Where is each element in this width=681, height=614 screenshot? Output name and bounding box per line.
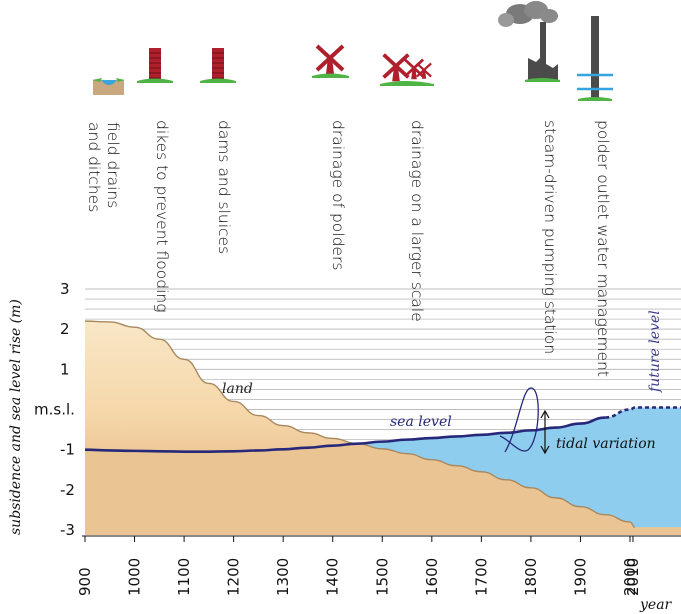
annotation-tidal-variation: tidal variation <box>556 436 656 452</box>
milestone-label: steam-driven pumping station <box>541 120 559 354</box>
y-tick-label: 3 <box>60 280 70 298</box>
x-tick-label: 900 <box>76 567 94 596</box>
ditch-soil <box>93 80 124 95</box>
outlet-tower <box>591 16 599 100</box>
tidal-wave-loop <box>499 387 539 453</box>
smoke-cloud <box>498 13 514 27</box>
tidal-arrow-up-icon <box>540 409 550 419</box>
x-axis-title: year <box>639 597 673 613</box>
dike-grass <box>200 78 236 83</box>
dam-icon <box>200 48 236 83</box>
x-tick-label: 1600 <box>423 558 441 596</box>
x-tick-label: 1000 <box>126 558 144 596</box>
x-tick-label: 1400 <box>324 558 342 596</box>
dike-icon <box>137 48 173 83</box>
windmill-grass <box>380 81 434 86</box>
tidal-arrow-down-icon <box>540 445 550 455</box>
milestone-labels: field drainsand ditches dikes to prevent … <box>85 120 612 377</box>
milestone-label: drainage of polders <box>329 120 347 270</box>
y-tick-label: -2 <box>60 481 75 499</box>
y-tick-label: 1 <box>60 360 70 378</box>
plot-area <box>84 320 681 535</box>
ditch-icon <box>92 78 125 95</box>
x-tick-label: 1200 <box>225 558 243 596</box>
windmill-sail <box>382 53 410 79</box>
milestone-label: dams and sluices <box>215 120 233 254</box>
chimney <box>540 22 546 80</box>
tidal-variation-marker <box>499 387 550 455</box>
windmill-icon <box>312 44 349 78</box>
y-tick-label: -3 <box>60 521 75 539</box>
x-axis: 900 1000 1100 1200 1300 1400 1500 1600 1700 1800 1… <box>76 535 681 596</box>
milestone-label: polder outlet water management <box>594 120 612 377</box>
x-tick-label: 1500 <box>373 558 391 596</box>
future-level-line <box>605 406 681 419</box>
land-line <box>84 320 636 528</box>
windmill-sail <box>416 62 432 78</box>
milestone-label: drainage on a larger scale <box>408 120 426 322</box>
outlet-grass <box>578 97 612 101</box>
dike-grass <box>137 78 173 83</box>
dike-body <box>149 48 161 80</box>
annotation-land: land <box>222 381 253 397</box>
milestone-icons <box>92 1 613 101</box>
y-tick-label: 2 <box>60 320 70 338</box>
ditch-water <box>101 80 117 85</box>
outlet-icon <box>577 16 613 101</box>
x-tick-label: 1100 <box>175 558 193 596</box>
x-tick-label: 1300 <box>274 558 292 596</box>
x-tick-label: 1700 <box>472 558 490 596</box>
y-axis: 3 2 1 m.s.l. -1 -2 -3 <box>34 280 75 539</box>
windmill-grass <box>312 73 349 78</box>
x-tick-label: 1900 <box>571 558 589 596</box>
ditch-grass <box>92 78 125 82</box>
windmill-sail <box>315 44 345 72</box>
milestone-label: dikes to prevent flooding <box>153 120 171 313</box>
sea-level-line <box>84 416 606 453</box>
milestone-label: field drainsand ditches <box>85 122 122 212</box>
annotation-sea-level: sea level <box>390 414 452 430</box>
annotation-future-level: future level <box>647 310 663 393</box>
factory-grass <box>525 78 560 82</box>
windmill-sail <box>403 58 425 78</box>
windmills-icon <box>380 53 434 86</box>
y-tick-label: m.s.l. <box>34 401 75 419</box>
dike-body <box>212 48 224 80</box>
x-tick-label: 2010 <box>624 558 642 596</box>
land-below-sea <box>85 407 681 535</box>
steam-pump-icon <box>498 1 560 82</box>
y-tick-label: -1 <box>60 441 75 459</box>
y-axis-title: subsidence and sea level rise (m) <box>8 299 24 535</box>
smoke-cloud <box>540 9 558 23</box>
x-tick-label: 1800 <box>522 558 540 596</box>
factory-roof <box>528 58 558 80</box>
x-tick-label: 2000 <box>621 558 639 596</box>
